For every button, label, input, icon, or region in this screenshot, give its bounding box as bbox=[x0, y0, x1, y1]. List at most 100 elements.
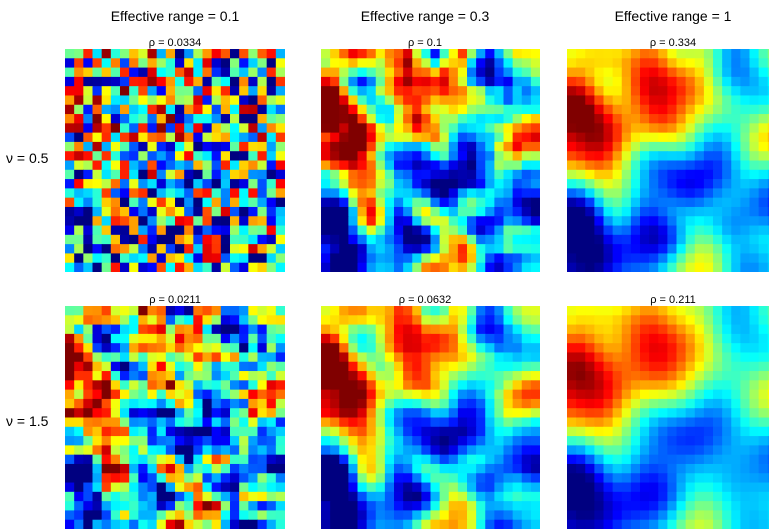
heatmap-cell bbox=[403, 361, 413, 372]
heatmap-cell bbox=[467, 510, 477, 521]
heatmap-cell bbox=[321, 463, 331, 474]
heatmap-cell bbox=[175, 306, 185, 316]
heatmap-cell bbox=[521, 104, 532, 115]
heatmap-cell bbox=[384, 361, 395, 372]
heatmap-cell bbox=[138, 262, 149, 272]
heatmap-cell bbox=[412, 501, 422, 512]
heatmap-cell bbox=[129, 510, 139, 521]
heatmap-cell bbox=[348, 426, 359, 437]
heatmap-cell bbox=[567, 179, 577, 189]
heatmap-cell bbox=[184, 49, 194, 59]
heatmap-cell bbox=[266, 244, 277, 255]
heatmap-cell bbox=[403, 123, 413, 134]
heatmap-cell bbox=[476, 49, 486, 59]
heatmap-cell bbox=[467, 417, 477, 428]
heatmap-cell bbox=[612, 234, 623, 245]
heatmap-cell bbox=[257, 473, 268, 484]
heatmap-cell bbox=[448, 473, 459, 484]
heatmap-cell bbox=[713, 306, 723, 316]
heatmap-cell bbox=[521, 179, 532, 189]
heatmap-cell bbox=[640, 169, 650, 180]
heatmap-cell bbox=[576, 454, 586, 465]
heatmap-cell bbox=[594, 501, 605, 512]
heatmap-cell bbox=[703, 58, 714, 69]
heatmap-cell bbox=[658, 333, 668, 344]
heatmap-cell bbox=[74, 315, 84, 326]
heatmap-cell bbox=[366, 76, 377, 87]
heatmap-cell bbox=[621, 389, 632, 400]
heatmap-cell bbox=[366, 380, 377, 391]
heatmap-cell bbox=[658, 352, 668, 363]
heatmap-cell bbox=[120, 67, 130, 78]
heatmap-cell bbox=[339, 454, 349, 465]
heatmap-cell bbox=[403, 482, 413, 493]
heatmap-cell bbox=[521, 253, 532, 264]
heatmap-cell bbox=[220, 389, 231, 400]
heatmap-cell bbox=[603, 160, 614, 171]
heatmap-cell bbox=[357, 104, 368, 115]
heatmap-cell bbox=[230, 315, 240, 326]
heatmap-cell bbox=[594, 389, 605, 400]
heatmap-cell bbox=[485, 188, 495, 199]
heatmap-cell bbox=[74, 76, 84, 87]
heatmap-cell bbox=[649, 197, 659, 208]
heatmap-cell bbox=[129, 324, 139, 335]
heatmap-cell bbox=[220, 104, 231, 115]
heatmap-cell bbox=[685, 315, 696, 326]
heatmap-cell bbox=[156, 482, 167, 493]
heatmap-cell bbox=[230, 463, 240, 474]
heatmap-cell bbox=[430, 132, 441, 143]
heatmap-cell bbox=[448, 262, 459, 272]
heatmap-cell bbox=[384, 501, 395, 512]
heatmap-cell bbox=[92, 160, 103, 171]
heatmap-cell bbox=[211, 436, 222, 446]
heatmap-cell bbox=[394, 426, 404, 437]
heatmap-cell bbox=[357, 315, 368, 326]
heatmap-cell bbox=[421, 179, 432, 189]
heatmap-cell bbox=[640, 188, 650, 199]
heatmap-cell bbox=[129, 454, 139, 465]
heatmap-cell bbox=[366, 333, 377, 344]
heatmap-cell bbox=[467, 197, 477, 208]
panel-title: ρ = 0.0632 bbox=[398, 294, 452, 306]
heatmap-cell bbox=[74, 343, 84, 354]
heatmap-cell bbox=[576, 132, 586, 143]
heatmap-cell bbox=[366, 58, 377, 69]
heatmap-cell bbox=[694, 371, 705, 381]
heatmap-cell bbox=[722, 482, 732, 493]
heatmap-cell bbox=[394, 352, 404, 363]
heatmap-cell bbox=[193, 352, 204, 363]
heatmap-cell bbox=[138, 436, 149, 446]
heatmap-cell bbox=[348, 188, 359, 199]
heatmap-cell bbox=[676, 519, 687, 529]
heatmap-cell bbox=[266, 417, 277, 428]
heatmap-cell bbox=[630, 216, 641, 227]
heatmap-cell bbox=[603, 49, 614, 59]
heatmap-cell bbox=[758, 501, 769, 512]
heatmap-cell bbox=[202, 426, 213, 437]
heatmap-cell bbox=[640, 132, 650, 143]
heatmap-cell bbox=[65, 262, 75, 272]
heatmap-cell bbox=[74, 324, 84, 335]
heatmap-cell bbox=[685, 501, 696, 512]
heatmap-cell bbox=[421, 343, 432, 354]
heatmap-cell bbox=[184, 510, 194, 521]
heatmap-cell bbox=[348, 510, 359, 521]
heatmap-cell bbox=[138, 501, 149, 512]
heatmap-cell bbox=[248, 244, 259, 255]
heatmap-cell bbox=[330, 114, 340, 124]
heatmap-cell bbox=[658, 510, 668, 521]
heatmap-cell bbox=[621, 169, 632, 180]
heatmap-cell bbox=[494, 160, 505, 171]
heatmap-cell bbox=[65, 169, 75, 180]
heatmap-cell bbox=[567, 501, 577, 512]
heatmap-cell bbox=[676, 234, 687, 245]
heatmap-cell bbox=[485, 454, 495, 465]
heatmap-cell bbox=[384, 141, 395, 152]
heatmap-cell bbox=[239, 76, 249, 87]
heatmap-cell bbox=[348, 234, 359, 245]
heatmap-cell bbox=[749, 95, 760, 106]
row-title-nu-0.5: ν = 0.5 bbox=[6, 150, 49, 166]
heatmap-cell bbox=[585, 67, 595, 78]
heatmap-cell bbox=[101, 445, 112, 456]
